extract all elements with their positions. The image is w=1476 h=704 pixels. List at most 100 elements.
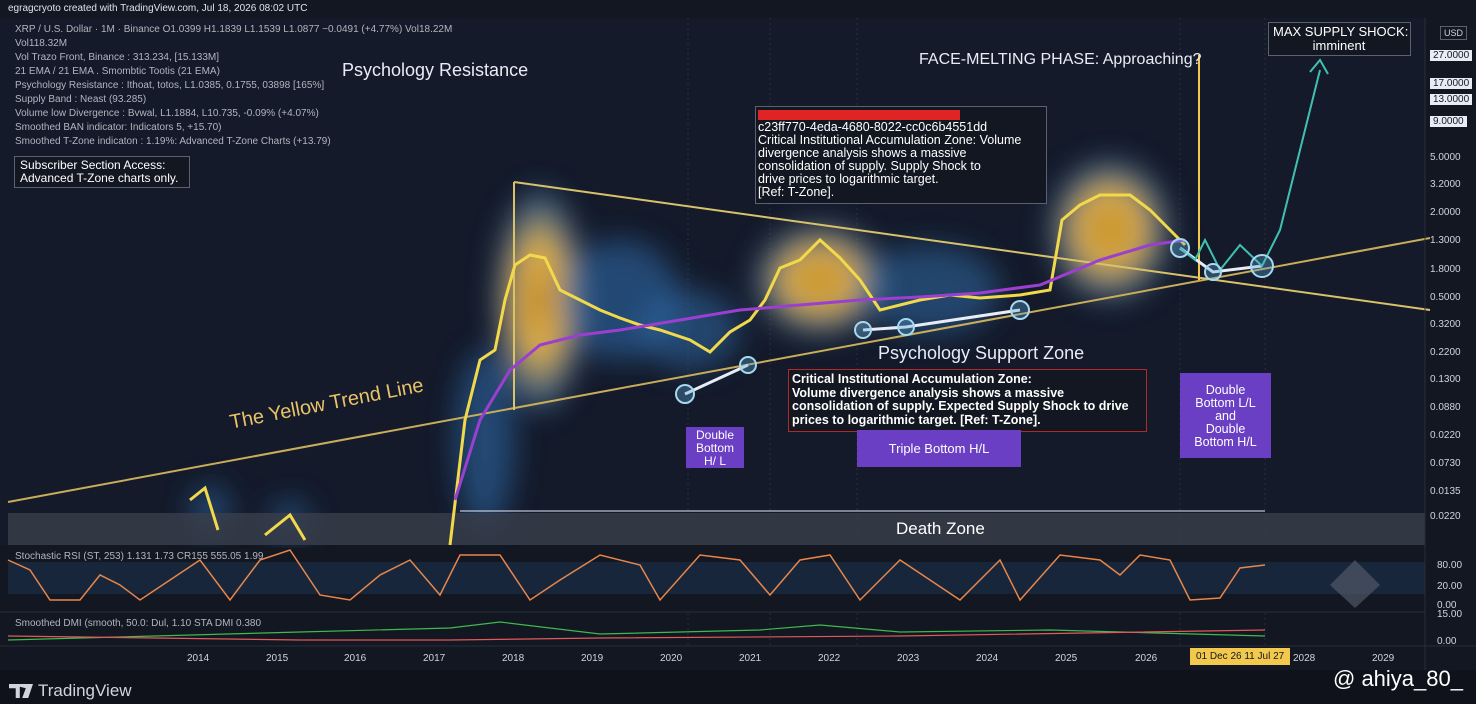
price-label: 1.8000: [1430, 264, 1461, 275]
year-label: 2015: [266, 653, 289, 664]
price-label: 0.1300: [1430, 374, 1461, 385]
legend-line: Vol118.32M: [15, 38, 68, 49]
price-label: 0.0730: [1430, 458, 1461, 469]
psychology-resistance: Psychology Resistance: [342, 60, 529, 80]
box-top-text: [Ref: T-Zone].: [758, 185, 835, 199]
box-top: [755, 106, 1047, 204]
subscriber-text: Subscriber Section Access:: [20, 158, 166, 172]
legend-line: XRP / U.S. Dollar · 1M · Binance O1.0399…: [15, 24, 453, 35]
stoch-band: [8, 562, 1425, 594]
header-credit: egragcryoto created with TradingView.com…: [8, 3, 308, 14]
box-top-text: consolidation of supply. Supply Shock to: [758, 159, 981, 173]
dmi-line-2: [7, 629, 1266, 641]
face-melting: FACE-MELTING PHASE: Approaching?: [919, 51, 1202, 68]
price-label: 0.0135: [1430, 486, 1461, 497]
double-bottom-ll-text: Double: [1205, 422, 1246, 436]
legend-line: 21 EMA / 21 EMA . Smombtic Tootis (21 EM…: [15, 66, 220, 77]
stoch-legend: Stochastic RSI (ST, 253) 1.131 1.73 CR15…: [15, 551, 264, 562]
stoch-line: [7, 549, 1266, 602]
redacted-bar: [758, 110, 960, 120]
dmi-label: 15.00: [1437, 609, 1463, 620]
subscriber-box: [14, 156, 190, 188]
price-label: 0.2200: [1430, 347, 1461, 358]
legend-line: Vol Trazo Front, Binance : 313.234, [15.…: [15, 52, 220, 63]
price-label: 17.0000: [1430, 78, 1473, 89]
psychology-support: Psychology Support Zone: [878, 343, 1085, 363]
price-label: 3.2000: [1430, 179, 1461, 190]
box-mid-text: Critical Institutional Accumulation Zone…: [792, 372, 1032, 386]
dmi-label: 0.00: [1437, 636, 1457, 647]
box-mid-text: consolidation of supply. Expected Supply…: [792, 399, 1129, 413]
max-supply-text: imminent: [1312, 38, 1366, 53]
ema-line: [453, 238, 1186, 501]
year-label: 2028: [1293, 653, 1316, 664]
triple-bottom-text: Triple Bottom H/L: [888, 441, 990, 456]
yellow-trend-line: [7, 237, 1431, 503]
year-label: 2025: [1055, 653, 1078, 664]
double-bottom-text: Double: [695, 428, 735, 442]
price-label: 13.0000: [1430, 94, 1473, 105]
death-zone: Death Zone: [896, 519, 985, 538]
arrow-head: [1309, 58, 1329, 75]
double-bottom-ll-box: [1180, 373, 1271, 458]
year-label: 2018: [502, 653, 525, 664]
max-supply-box: [1268, 22, 1411, 56]
year-label: 2026: [1135, 653, 1158, 664]
price-label: 27.0000: [1430, 50, 1473, 61]
box-mid-text: Volume divergence analysis shows a massi…: [792, 385, 1065, 400]
double-bottom-ll-text: and: [1215, 409, 1236, 423]
max-supply-text: MAX SUPPLY SHOCK:: [1273, 24, 1409, 39]
double-bottom-text: H/ L: [703, 454, 726, 468]
price-label: 0.3200: [1430, 319, 1461, 330]
price-line: [189, 193, 1187, 546]
dmi-line: [7, 621, 1266, 641]
price-currency: USD: [1440, 26, 1468, 40]
legend-line: Smoothed BAN indicator: Indicators 5, +1…: [15, 122, 222, 133]
year-label: 2020: [660, 653, 683, 664]
price-label: 9.0000: [1430, 116, 1467, 127]
price-label: 5.0000: [1430, 152, 1461, 163]
year-label: 2023: [897, 653, 920, 664]
death-zone-band: [8, 513, 1425, 545]
price-label: 0.0880: [1430, 402, 1461, 413]
year-label: 2022: [818, 653, 841, 664]
legend-line: Smoothed T-Zone indicaton : 1.19%: Advan…: [15, 136, 331, 147]
legend-line: Volume low Divergence : Bvwal, L1.1884, …: [15, 108, 319, 119]
price-label: 2.0000: [1430, 207, 1461, 218]
legend-line: Supply Band : Neast (93.285): [15, 94, 147, 105]
triple-bottom-box: [857, 430, 1021, 467]
double-bottom-ll-text: Bottom L/L: [1195, 396, 1256, 410]
stoch-panel: [8, 548, 1425, 610]
year-label: 2024: [976, 653, 999, 664]
box-top-text: divergence analysis shows a massive: [758, 146, 967, 160]
stoch-diamond: [1330, 560, 1380, 608]
price-label: 0.0220: [1430, 511, 1461, 522]
time-highlight: 01 Dec 26 11 Jul 27: [1190, 648, 1291, 665]
box-top-text: c23ff770-4eda-4680-8022-cc0c6b4551dd: [758, 120, 988, 134]
year-label: 2019: [581, 653, 604, 664]
year-label: 2029: [1372, 653, 1395, 664]
double-bottom-ll-text: Bottom H/L: [1194, 435, 1257, 449]
stoch-label: 20.00: [1437, 581, 1463, 592]
legend-line: Psychology Resistance : Ithoat, totos, L…: [15, 80, 325, 91]
box-top-text: drive prices to logarithmic target.: [758, 172, 939, 186]
stoch-label: 0.00: [1437, 600, 1457, 611]
year-label: 2017: [423, 653, 446, 664]
double-bottom-box: [686, 427, 744, 468]
year-label: 2021: [739, 653, 762, 664]
footer-bar: [0, 670, 1476, 704]
box-top-text: Critical Institutional Accumulation Zone…: [758, 133, 1022, 147]
resistance-line: [513, 181, 1431, 311]
year-label: 2016: [344, 653, 367, 664]
bottom-markers: [675, 238, 1274, 404]
subscriber-text: Advanced T-Zone charts only.: [20, 171, 179, 185]
stoch-label: 80.00: [1437, 560, 1463, 571]
watermark: @ ahiya_80_: [1333, 666, 1463, 691]
double-bottom-ll-text: Double: [1205, 383, 1246, 397]
projection-line: [1179, 69, 1321, 272]
double-bottom-text: Bottom: [695, 441, 734, 455]
year-label: 2014: [187, 653, 210, 664]
box-mid-text: prices to logarithmic target. [Ref: T-Zo…: [792, 412, 1041, 427]
